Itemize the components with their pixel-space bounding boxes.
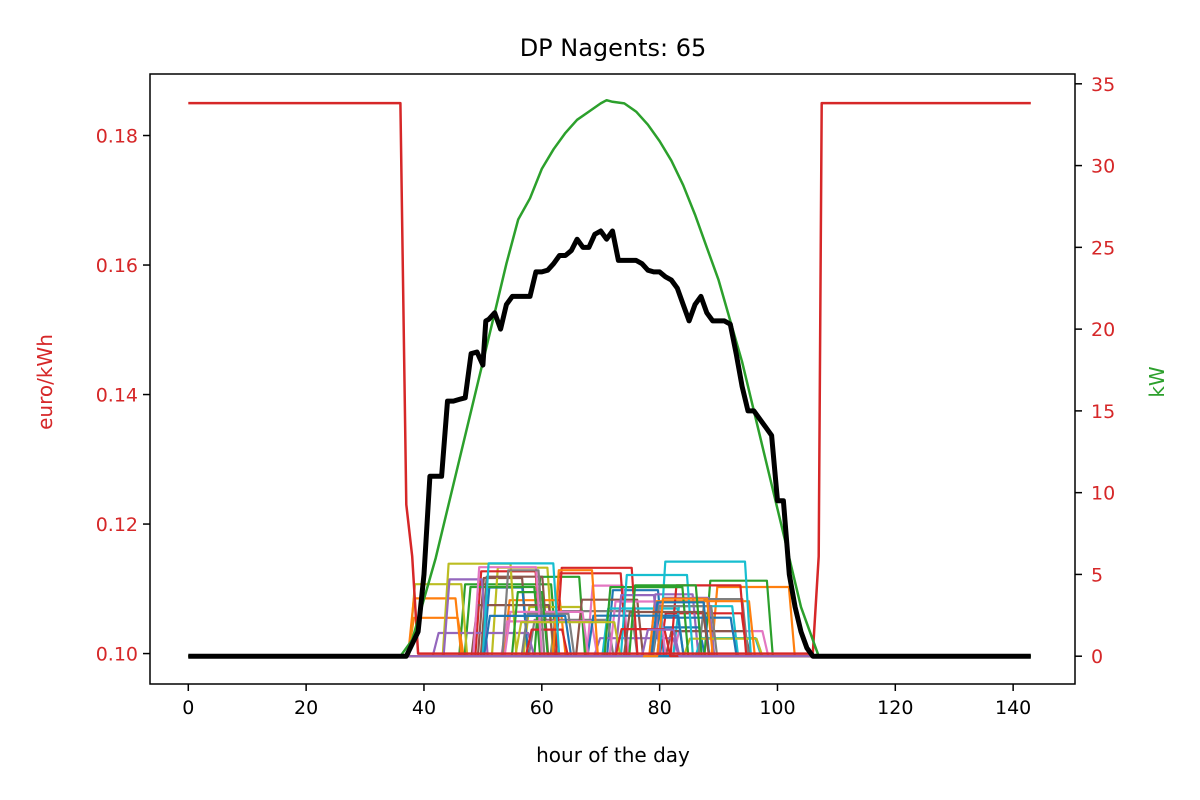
y-left-tick-label: 0.18 (96, 126, 138, 148)
y-right-tick-label: 15 (1091, 401, 1115, 423)
y-right-tick-label: 0 (1091, 646, 1103, 668)
series-line-1 (188, 98, 1031, 658)
y-left-tick-label: 0.10 (96, 644, 138, 666)
y-right-tick-label: 5 (1091, 564, 1103, 586)
y-left-tick-label: 0.14 (96, 385, 138, 407)
series-line-0 (188, 101, 1031, 655)
series-lines (188, 98, 1031, 659)
x-tick-label: 80 (648, 697, 672, 719)
y-left-tick-label: 0.16 (96, 255, 138, 277)
x-tick-label: 100 (759, 697, 795, 719)
x-tick-label: 60 (530, 697, 554, 719)
y-axis-left: 0.10 0.12 0.14 0.16 0.18 (96, 126, 150, 666)
x-tick-label: 0 (182, 697, 194, 719)
x-axis: 0 20 40 60 80 100 120 140 (182, 684, 1031, 719)
x-tick-label: 120 (877, 697, 913, 719)
chart-title: DP Nagents: 65 (520, 34, 707, 62)
y-right-tick-label: 10 (1091, 483, 1115, 505)
agent-load-line (188, 628, 1031, 658)
y-right-tick-label: 35 (1091, 74, 1115, 96)
y-axis-right: 0 5 10 15 20 25 30 35 (1075, 74, 1115, 668)
y-axis-right-label: kW (1145, 366, 1169, 398)
x-tick-label: 20 (294, 697, 318, 719)
y-axis-left-label: euro/kWh (33, 334, 57, 430)
y-right-tick-label: 25 (1091, 237, 1115, 259)
plot-frame (149, 73, 1076, 685)
y-right-tick-label: 30 (1091, 156, 1115, 178)
x-tick-label: 140 (995, 697, 1031, 719)
series-line-2 (188, 228, 1031, 659)
y-right-tick-label: 20 (1091, 319, 1115, 341)
x-tick-label: 40 (412, 697, 436, 719)
y-left-tick-label: 0.12 (96, 514, 138, 536)
x-axis-label: hour of the day (536, 743, 690, 767)
agent-load-lines (188, 560, 1031, 658)
